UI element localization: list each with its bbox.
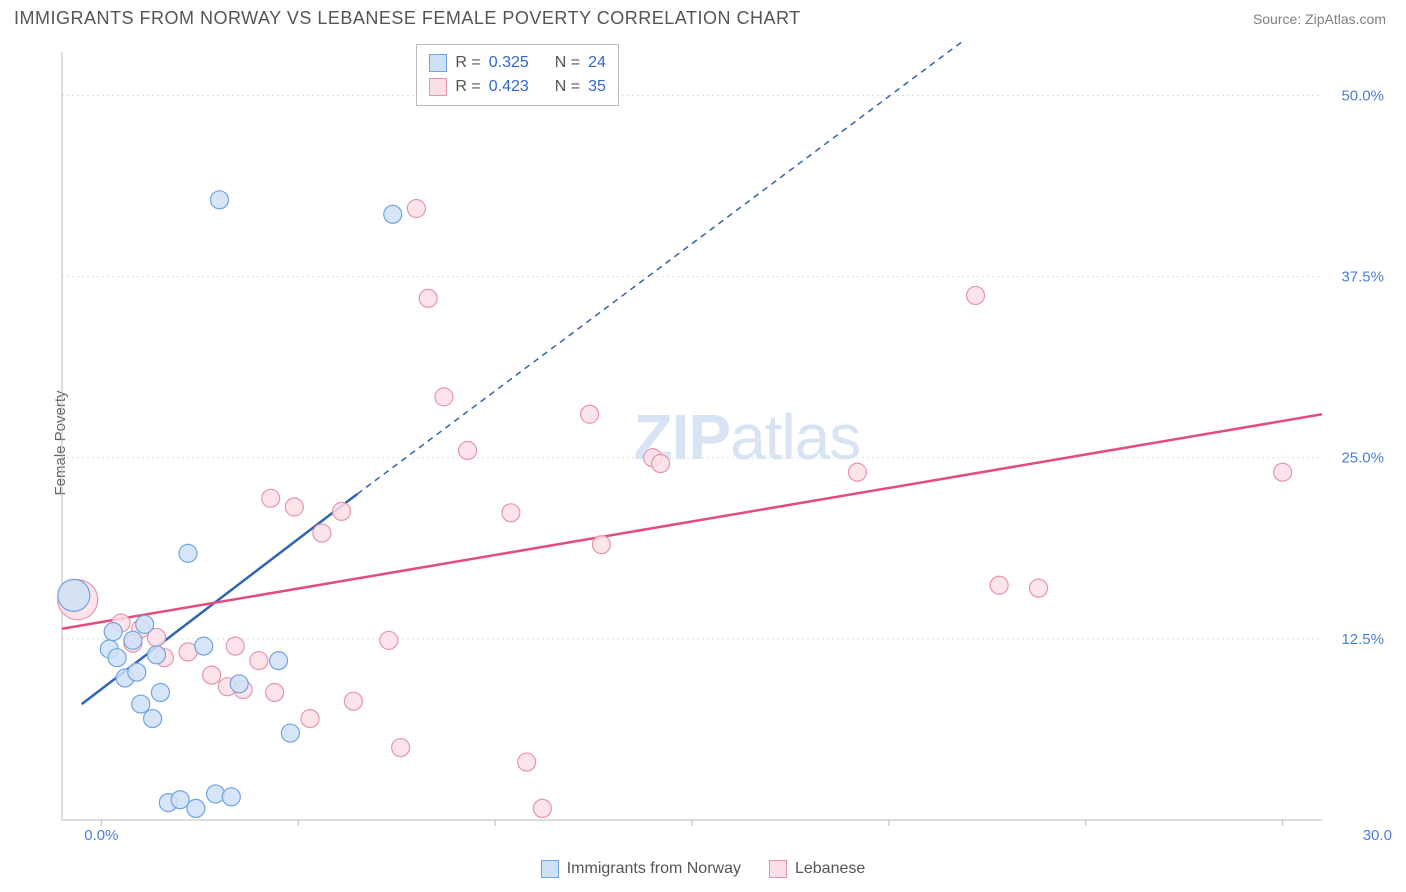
n-value: 35: [588, 78, 606, 96]
legend-swatch-icon: [429, 78, 447, 96]
r-value: 0.325: [489, 54, 529, 72]
plot-area: Female Poverty 12.5%25.0%37.5%50.0%ZIPat…: [14, 42, 1392, 844]
chart-title: IMMIGRANTS FROM NORWAY VS LEBANESE FEMAL…: [14, 8, 801, 29]
n-label: N =: [555, 78, 580, 96]
r-label: R =: [455, 78, 480, 96]
svg-text:50.0%: 50.0%: [1341, 87, 1384, 104]
legend-label: Lebanese: [795, 860, 865, 878]
scatter-chart: 12.5%25.0%37.5%50.0%ZIPatlas0.0%30.0%: [48, 42, 1392, 844]
stats-row: R = 0.423 N = 35: [429, 75, 606, 99]
svg-text:0.0%: 0.0%: [84, 827, 118, 844]
svg-text:30.0%: 30.0%: [1363, 827, 1392, 844]
r-label: R =: [455, 54, 480, 72]
legend-swatch-icon: [541, 860, 559, 878]
series-legend: Immigrants from Norway Lebanese: [0, 860, 1406, 878]
r-value: 0.423: [489, 78, 529, 96]
legend-label: Immigrants from Norway: [567, 860, 741, 878]
legend-item: Lebanese: [769, 860, 865, 878]
svg-text:25.0%: 25.0%: [1341, 450, 1384, 467]
n-value: 24: [588, 54, 606, 72]
stats-legend: R = 0.325 N = 24 R = 0.423 N = 35: [416, 44, 619, 106]
n-label: N =: [555, 54, 580, 72]
legend-swatch-icon: [769, 860, 787, 878]
svg-text:12.5%: 12.5%: [1341, 631, 1384, 648]
chart-header: IMMIGRANTS FROM NORWAY VS LEBANESE FEMAL…: [0, 0, 1406, 33]
svg-text:37.5%: 37.5%: [1341, 269, 1384, 286]
source-label: Source: ZipAtlas.com: [1253, 11, 1386, 27]
legend-item: Immigrants from Norway: [541, 860, 741, 878]
stats-row: R = 0.325 N = 24: [429, 51, 606, 75]
legend-swatch-icon: [429, 54, 447, 72]
